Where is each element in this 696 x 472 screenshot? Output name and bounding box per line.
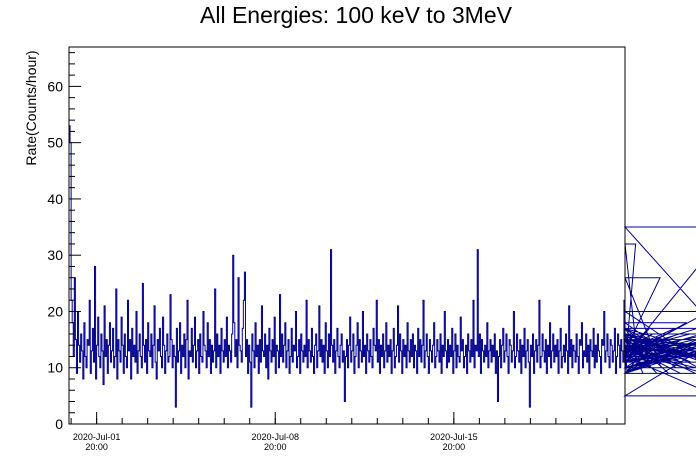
y-axis: 0 10 20 30 40 50 60 [47, 52, 81, 432]
y-tick-label: 40 [47, 191, 63, 207]
y-tick-label: 20 [47, 303, 63, 319]
plot-frame [68, 46, 626, 425]
y-tick-label: 10 [47, 360, 63, 376]
x-tick-date-label: 2020-Jul-01 [73, 432, 121, 442]
y-tick-label: 30 [47, 247, 63, 263]
y-tick-label: 50 [47, 135, 63, 151]
rate-series-line [69, 125, 696, 408]
x-tick-time-label: 20:00 [85, 442, 108, 452]
x-tick-time-label: 20:00 [443, 442, 466, 452]
y-tick-label: 0 [55, 416, 63, 432]
x-axis: 2020-Jul-0120:002020-Jul-0820:002020-Jul… [70, 412, 608, 452]
x-tick-time-label: 20:00 [264, 442, 287, 452]
x-tick-date-label: 2020-Jul-15 [430, 432, 478, 442]
series-layer [69, 125, 696, 408]
y-tick-label: 60 [47, 78, 63, 94]
x-tick-date-label: 2020-Jul-08 [251, 432, 299, 442]
chart-title: All Energies: 100 keV to 3MeV [200, 2, 513, 28]
y-axis-label: Rate(Counts/hour) [23, 50, 39, 165]
